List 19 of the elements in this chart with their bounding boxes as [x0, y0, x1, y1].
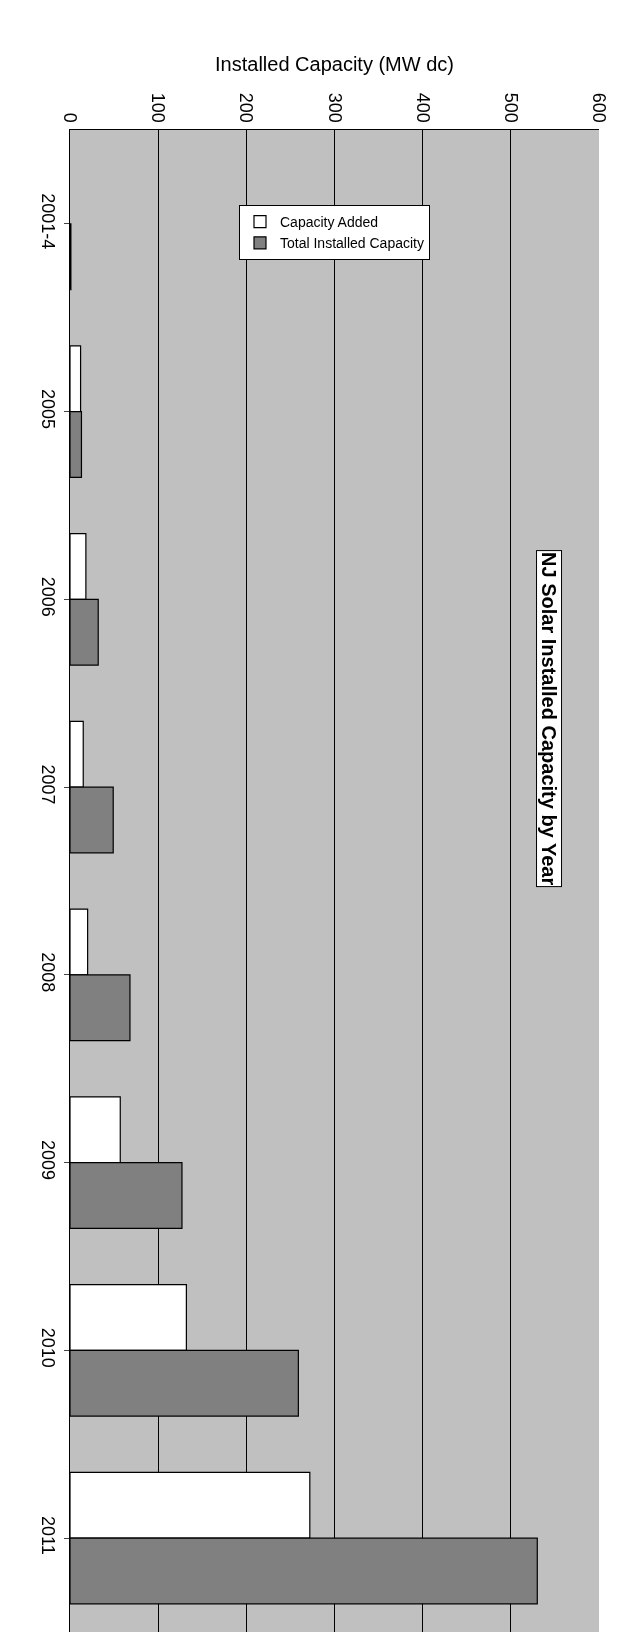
y-tick-label: 2006	[38, 576, 59, 617]
y-tick-label: 2010	[38, 1327, 59, 1368]
y-tick-label: 2011	[38, 1516, 59, 1555]
x-tick-label: 0	[60, 112, 81, 123]
legend-label: Total Installed Capacity	[280, 235, 424, 252]
text: NJ Solar Installed Capacity by Year	[538, 552, 561, 886]
x-tick-label: 100	[148, 92, 169, 123]
x-tick-label: 500	[500, 92, 521, 123]
y-tick-label: 2001-4	[38, 193, 59, 250]
y-tick-label: 2008	[38, 952, 59, 993]
x-axis-title: Installed Capacity (MW dc)	[215, 53, 454, 76]
x-tick-label: 600	[589, 92, 610, 123]
y-tick-label: 2009	[38, 1139, 59, 1180]
x-tick-label: 200	[236, 92, 257, 123]
x-tick-label: 300	[324, 92, 345, 123]
x-tick-label: 400	[412, 92, 433, 123]
y-tick-label: 2005	[38, 388, 59, 429]
y-tick-label: 2007	[38, 764, 59, 805]
legend-label: Capacity Added	[280, 214, 379, 231]
